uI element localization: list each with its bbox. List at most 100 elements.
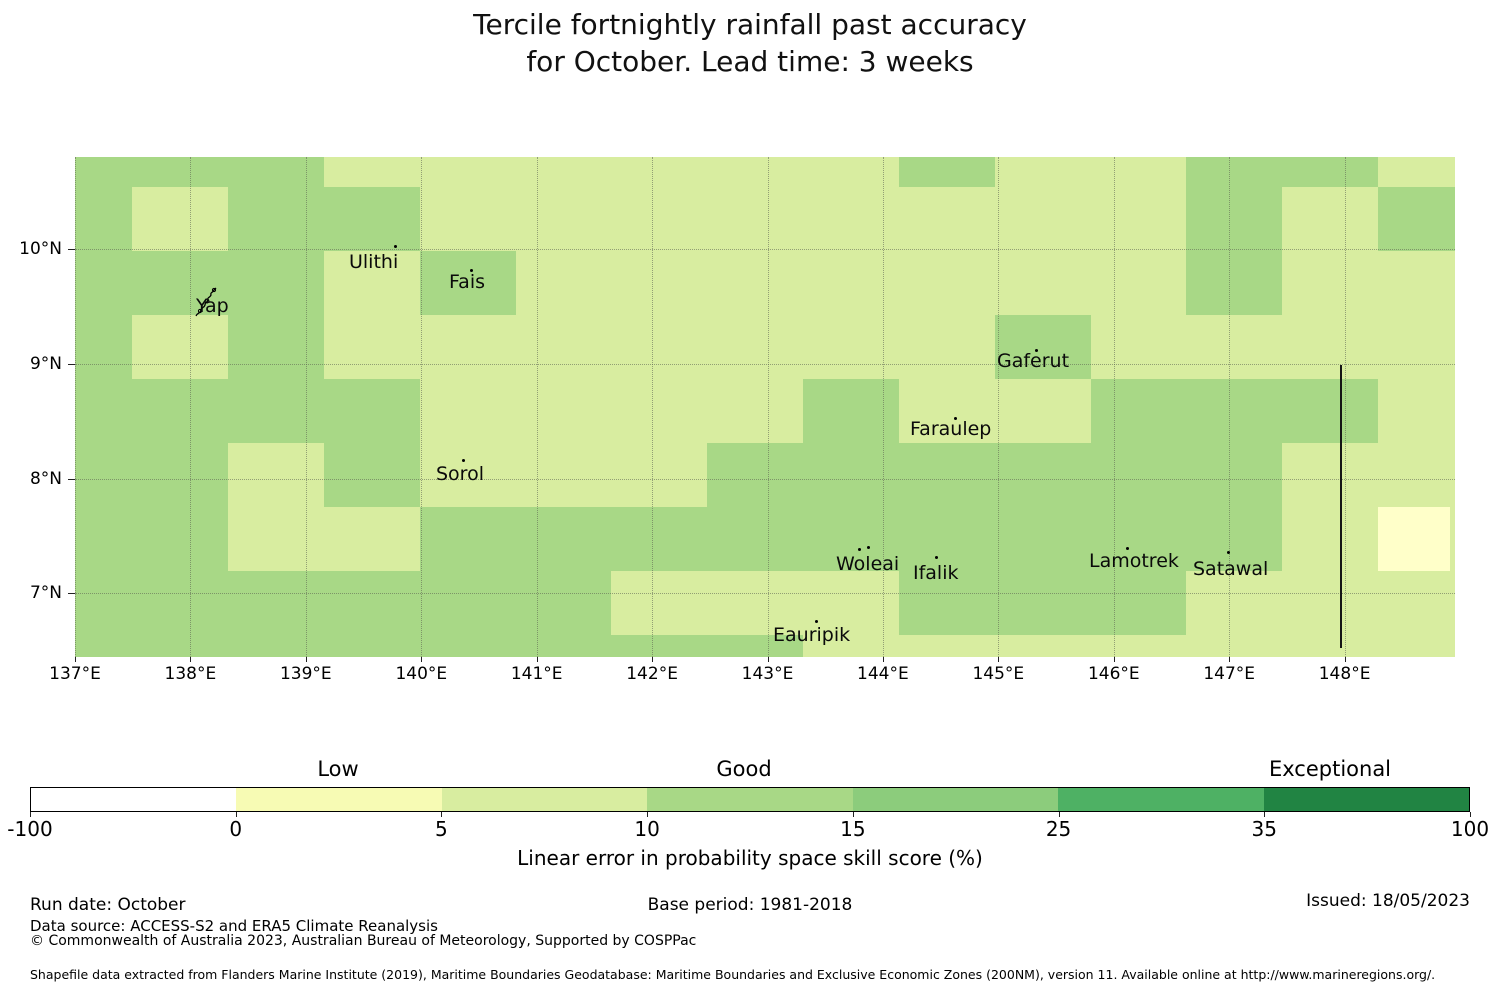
map-cell [994,315,1091,379]
x-tick-label: 148°E [1318,664,1371,684]
map-cell [419,507,516,571]
map-cell [132,379,228,443]
x-tick-label: 142°E [626,664,678,684]
map-cell [899,157,995,187]
map-cell [419,251,516,315]
x-tick-label: 137°E [49,664,101,684]
map-cell [75,507,132,571]
x-tick-label: 146°E [1087,664,1140,684]
gridline-horizontal [75,364,1455,365]
colorbar-tick-mark [1264,812,1266,817]
gridline-vertical [75,157,76,657]
map-cell [228,251,324,315]
island-marker-dot [470,269,473,272]
island-marker-dot [1227,551,1230,554]
island-label: Eauripik [773,624,851,646]
map-cell [228,379,324,443]
colorbar-tick-mark [852,812,854,817]
gridline-vertical [652,157,654,657]
gridline-vertical [421,157,423,657]
colorbar-segment [647,788,853,811]
colorbar-category-label: Good [716,757,772,781]
map-area: Yap Ulithi Fais Sorol Gaferut Faraulep Woleai I… [75,157,1455,657]
colorbar-tick-mark [1058,812,1060,817]
map-cell [899,571,995,635]
colorbar-segment [1058,788,1264,811]
map-cell [1186,443,1282,507]
gridline-horizontal [75,249,1455,250]
gridline-horizontal [75,479,1455,480]
eez-boundary-line [1340,365,1342,648]
map-cell [75,379,132,443]
chart-title: Tercile fortnightly rainfall past accura… [0,6,1500,80]
x-tick-mark [1344,657,1346,662]
colorbar-segment [236,788,442,811]
x-tick-label: 147°E [1203,664,1256,684]
map-cell [132,157,228,187]
colorbar [30,787,1470,812]
copyright-text: © Commonwealth of Australia 2023, Austra… [30,933,697,949]
gridline-vertical [882,157,884,657]
map-cell [611,635,707,657]
colorbar-category-label: Low [317,757,359,781]
island-label: Satawal [1193,558,1269,580]
map-cell [1186,379,1282,443]
colorbar-segment [441,788,648,811]
base-period-text: Base period: 1981-2018 [647,895,853,915]
y-tick-mark [68,364,75,365]
map-cell [75,157,132,187]
map-cell [324,379,420,443]
x-tick-mark [767,657,769,662]
island-marker-dot [867,546,870,549]
x-tick-label: 144°E [857,664,909,684]
gridline-horizontal [75,593,1455,594]
island-marker-dot [1035,349,1038,352]
island-marker-dot [394,245,397,248]
colorbar-tick-label: 10 [634,817,660,841]
map-cell [228,187,324,251]
map-cell [419,571,516,635]
colorbar-segment [852,788,1059,811]
map-cell [132,251,228,315]
island-label: Woleai [836,553,900,575]
x-tick-label: 141°E [510,664,563,684]
map-cell [611,507,707,571]
map-cell [1186,507,1282,571]
colorbar-tick-label: 25 [1045,817,1072,841]
map-cell [1378,507,1450,571]
x-tick-label: 145°E [972,664,1025,684]
colorbar-tick-label: 35 [1251,817,1278,841]
colorbar-tick-mark [1470,812,1471,817]
island-marker-dot [815,620,818,623]
x-tick-mark [998,657,1000,662]
island-marker-dot [1126,547,1129,550]
island-marker-dot [858,548,861,551]
island-marker-dot [462,459,465,462]
map-cell [707,635,803,657]
map-cell [1090,443,1186,507]
map-cell [1282,379,1378,443]
data-source-text: Data source: ACCESS-S2 and ERA5 Climate … [30,917,438,935]
y-tick-mark [68,479,75,480]
map-cell [899,443,995,507]
map-cell [515,571,611,635]
gridline-vertical [1113,157,1115,657]
x-tick-label: 143°E [741,664,794,684]
map-cell [324,571,420,635]
x-tick-mark [882,657,884,662]
map-cell [994,571,1091,635]
map-cell [515,635,611,657]
map-cell [132,443,228,507]
map-cell [707,443,803,507]
map-cell [994,507,1091,571]
map-cell [75,315,132,379]
map-cell [803,379,899,443]
chart-title-line1: Tercile fortnightly rainfall past accura… [473,8,1027,41]
issued-date-text: Issued: 18/05/2023 [1306,891,1470,911]
x-tick-label: 140°E [395,664,448,684]
map-cell [1186,157,1282,187]
map-cell [707,507,803,571]
map-cell [1090,379,1186,443]
island-label: Gaferut [997,350,1070,372]
colorbar-tick-label: 15 [840,817,866,841]
